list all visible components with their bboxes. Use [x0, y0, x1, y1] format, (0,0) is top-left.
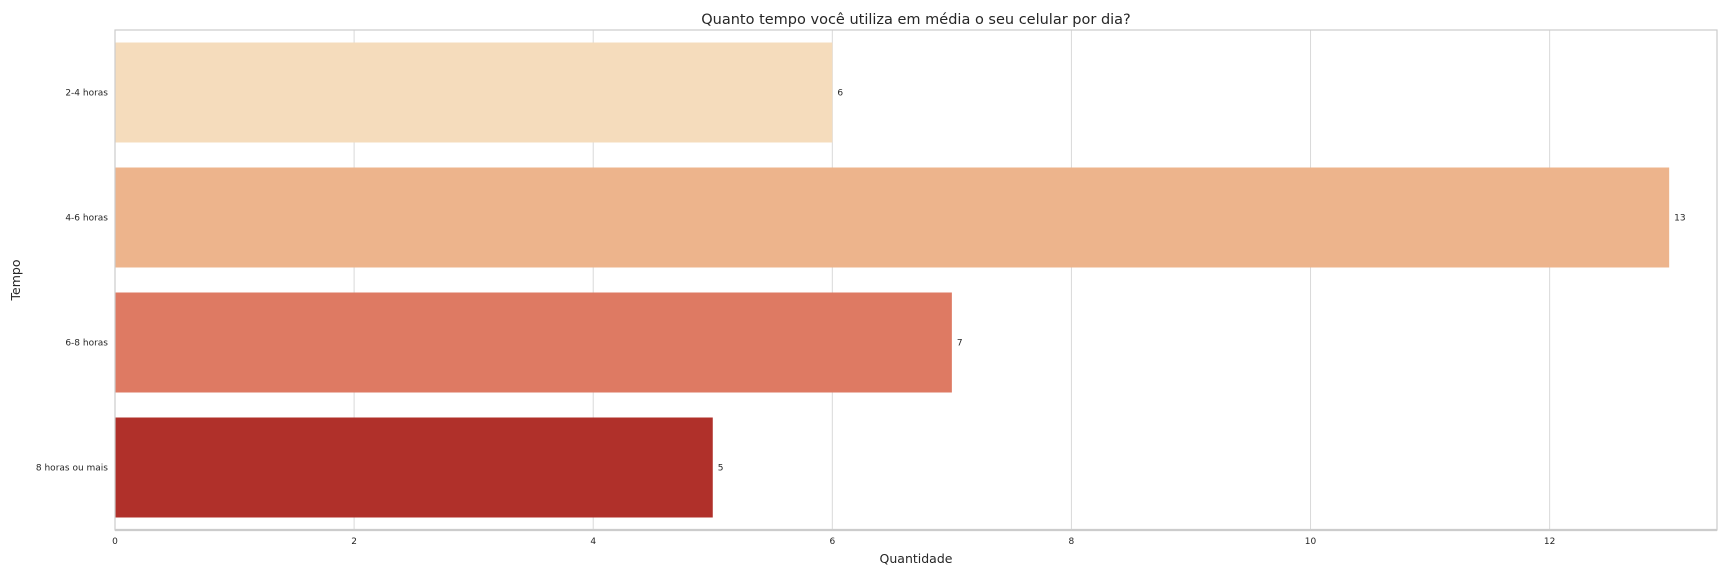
bar-3 — [115, 292, 952, 393]
bar-2 — [115, 167, 1670, 268]
bar-value-label: 7 — [957, 339, 963, 349]
bar-value-label: 6 — [837, 89, 843, 99]
y-tick-label: 8 horas ou mais — [36, 464, 108, 474]
chart-title: Quanto tempo você utiliza em média o seu… — [701, 12, 1131, 28]
plot-frame — [114, 29, 1718, 531]
bar-value-label: 13 — [1674, 214, 1685, 224]
bars — [115, 42, 1670, 518]
x-tick-label: 8 — [1069, 537, 1075, 547]
y-axis-title: Tempo — [8, 260, 23, 302]
data-labels: 6 13 7 5 — [718, 89, 1686, 474]
x-tick-label: 0 — [112, 537, 118, 547]
bar-1 — [115, 42, 833, 143]
y-tick-label: 2-4 horas — [65, 89, 108, 99]
x-tick-label: 4 — [590, 537, 596, 547]
x-tick-label: 2 — [351, 537, 357, 547]
bar-4 — [115, 417, 713, 518]
y-tick-label: 4-6 horas — [65, 214, 108, 224]
y-tick-label: 6-8 horas — [65, 339, 108, 349]
y-tick-labels: 2-4 horas 4-6 horas 6-8 horas 8 horas ou ma… — [36, 89, 108, 474]
bar-value-label: 5 — [718, 464, 724, 474]
x-tick-label: 10 — [1305, 537, 1317, 547]
x-tick-label: 6 — [829, 537, 835, 547]
x-tick-label: 12 — [1544, 537, 1555, 547]
x-tick-labels: 0 2 4 6 8 10 12 — [112, 528, 1717, 547]
x-axis-title: Quantidade — [880, 551, 953, 566]
